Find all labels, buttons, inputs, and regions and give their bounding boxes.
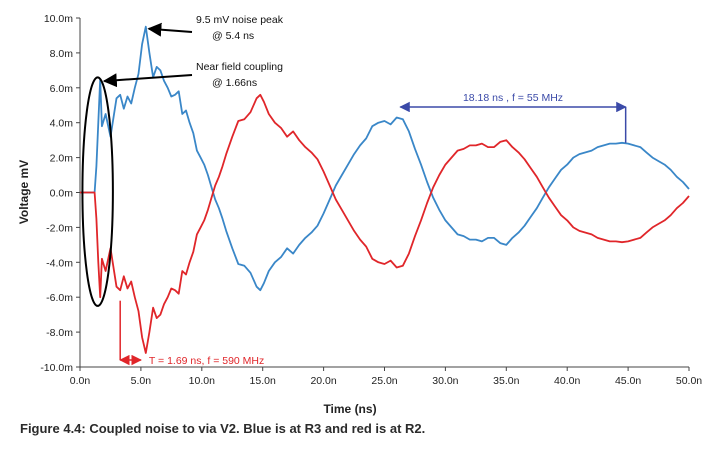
x-tick-label: 30.0n xyxy=(432,375,458,387)
x-tick-label: 35.0n xyxy=(493,375,519,387)
series-line-red xyxy=(80,93,690,354)
series-line-blue xyxy=(80,25,690,292)
near-field-time: @ 1.66ns xyxy=(212,77,257,89)
noise-peak-arrow xyxy=(147,22,193,37)
x-tick-label: 20.0n xyxy=(310,375,336,387)
y-tick-label: 0.0m xyxy=(50,188,74,200)
near-field-ellipse xyxy=(81,76,114,307)
y-axis-ticks: -10.0m -8.0m -6.0m -4.0m -2.0m 0.0m 2.0m 4.0m 6.… xyxy=(40,13,80,374)
y-tick-label: 2.0m xyxy=(50,153,74,165)
y-axis-label: Voltage mV xyxy=(17,160,31,224)
y-tick-label: -4.0m xyxy=(46,257,73,269)
blue-period-label: 18.18 ns , f = 55 MHz xyxy=(463,92,563,104)
x-tick-label: 5.0n xyxy=(131,375,152,387)
figure-caption: Figure 4.4: Coupled noise to via V2. Blu… xyxy=(20,421,426,436)
x-tick-label: 0.0n xyxy=(70,375,91,387)
y-tick-label: 6.0m xyxy=(50,83,74,95)
x-tick-label: 45.0n xyxy=(615,375,641,387)
series-layer xyxy=(80,25,690,354)
y-tick-label: 10.0m xyxy=(44,13,73,25)
y-tick-label: -6.0m xyxy=(46,292,73,304)
noise-peak-time: @ 5.4 ns xyxy=(212,30,254,42)
y-tick-label: 8.0m xyxy=(50,48,74,60)
near-field-label: Near field coupling xyxy=(196,61,283,73)
y-tick-label: -8.0m xyxy=(46,327,73,339)
x-tick-label: 10.0n xyxy=(189,375,215,387)
x-tick-label: 25.0n xyxy=(371,375,397,387)
x-axis-label: Time (ns) xyxy=(323,402,376,416)
y-tick-label: -2.0m xyxy=(46,222,73,234)
red-period-label: T = 1.69 ns, f = 590 MHz xyxy=(149,355,264,367)
y-tick-label: 4.0m xyxy=(50,118,74,130)
y-tick-label: -10.0m xyxy=(40,362,73,374)
annotations: 9.5 mV noise peak @ 5.4 ns Near field coup… xyxy=(81,14,627,367)
near-field-arrow xyxy=(102,73,193,88)
x-tick-label: 40.0n xyxy=(554,375,580,387)
x-tick-label: 50.0n xyxy=(676,375,702,387)
noise-peak-label: 9.5 mV noise peak xyxy=(196,14,284,26)
x-axis-ticks: 0.0n 5.0n 10.0n 15.0n 20.0n 25.0n 30.0n 35.0n 40… xyxy=(70,367,702,387)
x-tick-label: 15.0n xyxy=(250,375,276,387)
